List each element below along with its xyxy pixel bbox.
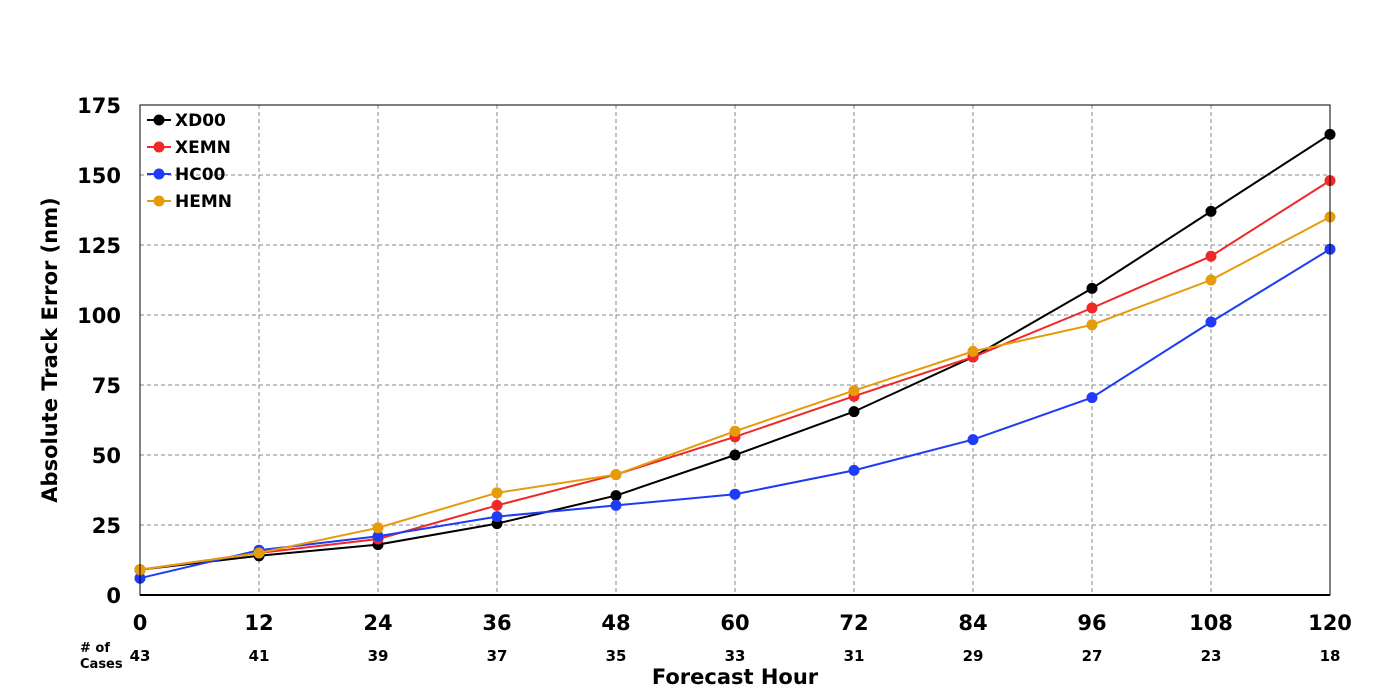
data-point-xd00 [610, 490, 622, 502]
y-axis-title: Absolute Track Error (nm) [38, 197, 62, 502]
x-tick-label: 84 [958, 611, 987, 635]
x-tick-label: 36 [482, 611, 511, 635]
legend: XD00 XEMN HC00 HEMN [147, 111, 232, 212]
cases-count: 23 [1201, 647, 1222, 665]
cases-row: # of Cases 43 41 39 37 35 33 31 29 27 23 18 [80, 641, 1340, 672]
data-point-hemn [729, 425, 741, 437]
cases-count: 31 [844, 647, 865, 665]
x-tick-label: 72 [839, 611, 868, 635]
grid-lines [140, 105, 1330, 595]
cases-head-line2: Cases [80, 657, 123, 672]
data-point-xd00 [1205, 205, 1217, 217]
legend-label-xemn: XEMN [175, 138, 231, 158]
data-point-xd00 [729, 449, 741, 461]
x-tick-label: 108 [1189, 611, 1233, 635]
data-point-hc00 [372, 530, 384, 542]
data-point-hc00 [848, 464, 860, 476]
data-point-hc00 [967, 434, 979, 446]
x-tick-labels: 0 12 24 36 48 60 72 84 96 108 120 [133, 611, 1352, 635]
data-point-hemn [1205, 274, 1217, 286]
y-tick-label: 50 [92, 444, 121, 468]
cases-count: 39 [368, 647, 389, 665]
cases-count: 27 [1082, 647, 1103, 665]
legend-swatch-marker [153, 141, 165, 153]
x-tick-label: 12 [244, 611, 273, 635]
cases-count: 43 [130, 647, 151, 665]
cases-count: 35 [606, 647, 627, 665]
x-tick-label: 60 [720, 611, 749, 635]
cases-count: 37 [487, 647, 508, 665]
y-tick-label: 100 [77, 304, 121, 328]
y-tick-label: 25 [92, 514, 121, 538]
cases-count: 41 [249, 647, 270, 665]
legend-swatch-marker [153, 195, 165, 207]
x-axis-title: Forecast Hour [652, 665, 819, 689]
legend-label-hc00: HC00 [175, 165, 226, 185]
data-point-hemn [253, 547, 265, 559]
x-tick-label: 48 [601, 611, 630, 635]
x-tick-label: 24 [363, 611, 392, 635]
cases-head-line1: # of [80, 641, 110, 656]
series-layer [134, 128, 1336, 584]
data-point-hc00 [491, 511, 503, 523]
cases-count: 33 [725, 647, 746, 665]
y-tick-label: 75 [92, 374, 121, 398]
cases-count: 18 [1320, 647, 1341, 665]
data-point-xemn [491, 499, 503, 511]
y-tick-labels: 0 25 50 75 100 125 150 175 [77, 94, 121, 608]
data-point-hemn [610, 469, 622, 481]
data-point-xemn [1086, 302, 1098, 314]
data-point-hc00 [610, 499, 622, 511]
y-tick-label: 125 [77, 234, 121, 258]
data-point-hemn [491, 487, 503, 499]
x-tick-label: 0 [133, 611, 148, 635]
legend-label-xd00: XD00 [175, 111, 226, 131]
data-point-hemn [1086, 319, 1098, 331]
x-tick-label: 96 [1077, 611, 1106, 635]
cases-count: 29 [963, 647, 984, 665]
data-point-xemn [1205, 250, 1217, 262]
legend-swatch-marker [153, 168, 165, 180]
data-point-hemn [372, 522, 384, 534]
data-point-hemn [848, 385, 860, 397]
data-point-hemn [967, 345, 979, 357]
data-point-hc00 [1205, 316, 1217, 328]
y-tick-label: 0 [106, 584, 121, 608]
y-tick-label: 175 [77, 94, 121, 118]
y-tick-label: 150 [77, 164, 121, 188]
data-point-xd00 [848, 406, 860, 418]
data-point-hc00 [729, 488, 741, 500]
data-point-xd00 [1086, 282, 1098, 294]
x-tick-label: 120 [1308, 611, 1352, 635]
legend-label-hemn: HEMN [175, 192, 232, 212]
legend-swatch-marker [153, 114, 165, 126]
data-point-hc00 [1086, 392, 1098, 404]
